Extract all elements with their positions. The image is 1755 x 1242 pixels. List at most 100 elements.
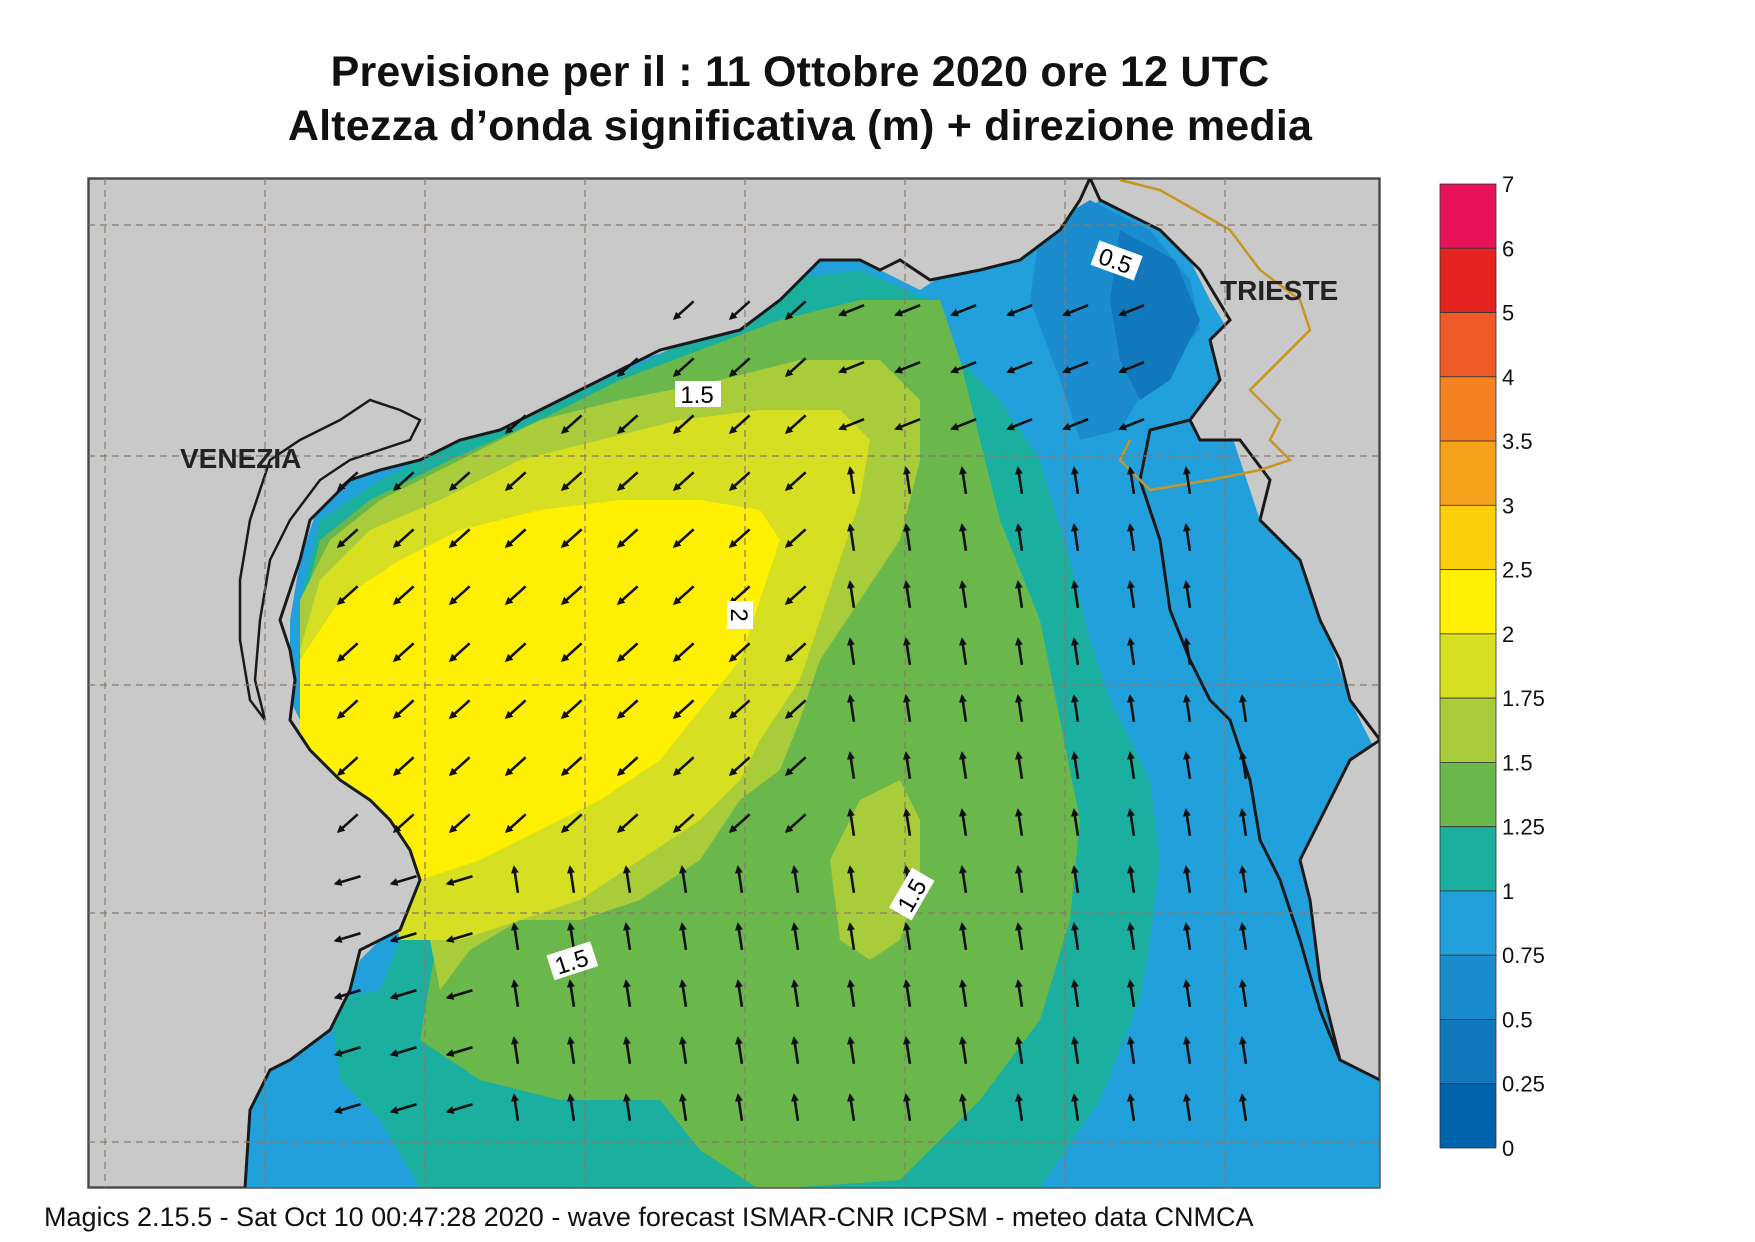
- wave-direction-arrow: [784, 642, 807, 663]
- wave-direction-arrow: [389, 1103, 417, 1114]
- wave-direction-arrow: [1015, 523, 1024, 552]
- color-scale-swatch: [1439, 183, 1497, 249]
- wave-direction-arrow: [333, 932, 361, 943]
- wave-direction-arrow: [959, 580, 968, 609]
- wave-direction-arrow: [735, 979, 744, 1008]
- color-scale-tick-label: 0.25: [1502, 1072, 1545, 1097]
- color-scale-tick-label: 0.75: [1502, 943, 1545, 968]
- wave-direction-arrow: [445, 932, 473, 943]
- wave-direction-arrow: [616, 813, 639, 834]
- wave-direction-arrow: [333, 989, 361, 1000]
- wave-direction-arrow: [847, 922, 856, 951]
- wave-direction-arrow: [847, 1093, 856, 1122]
- wave-direction-arrow: [847, 580, 856, 609]
- wave-direction-arrow: [1183, 694, 1192, 723]
- wave-direction-arrow: [1127, 523, 1136, 552]
- land-south-east: [1298, 738, 1380, 1082]
- wave-direction-arrow: [950, 417, 977, 431]
- color-scale-swatch: [1439, 247, 1497, 313]
- wave-direction-arrow: [1015, 865, 1024, 894]
- wave-direction-arrow: [847, 751, 856, 780]
- wave-direction-arrow: [448, 813, 471, 834]
- forecast-title: Previsione per il : 11 Ottobre 2020 ore …: [330, 48, 1270, 96]
- wave-direction-arrow: [1062, 417, 1089, 431]
- wave-direction-arrow: [784, 414, 807, 435]
- wave-direction-arrow: [560, 528, 583, 549]
- color-scale-swatch: [1439, 504, 1497, 571]
- wave-direction-arrow: [1071, 922, 1080, 951]
- color-scale-tick-label: 4: [1502, 365, 1514, 390]
- wave-direction-arrow: [560, 642, 583, 663]
- color-scale-swatch: [1439, 826, 1497, 892]
- variable-subtitle: Altezza d’onda significativa (m) + direz…: [287, 102, 1313, 150]
- wave-direction-arrow: [679, 1036, 688, 1065]
- wave-direction-arrow: [728, 528, 751, 549]
- wave-direction-arrow: [903, 979, 912, 1008]
- wave-direction-arrow: [1127, 1036, 1136, 1065]
- sea-2-2.5: [300, 500, 780, 890]
- wave-direction-arrow: [567, 865, 576, 894]
- wave-direction-arrow: [672, 756, 695, 777]
- wave-direction-arrow: [616, 642, 639, 663]
- wave-direction-arrow: [392, 528, 415, 549]
- wave-direction-arrow: [959, 808, 968, 837]
- color-scale-swatch: [1439, 890, 1497, 956]
- wave-direction-arrow: [389, 989, 417, 1000]
- wave-direction-arrow: [728, 699, 751, 720]
- wave-direction-arrow: [728, 585, 751, 606]
- wave-direction-arrow: [1183, 865, 1192, 894]
- wave-direction-arrow: [1015, 808, 1024, 837]
- wave-direction-arrow: [894, 360, 921, 374]
- wave-direction-arrow: [567, 922, 576, 951]
- wave-direction-arrow: [1015, 580, 1024, 609]
- wave-direction-arrow: [784, 300, 807, 321]
- wave-direction-arrow: [389, 932, 417, 943]
- wave-direction-arrow: [959, 466, 968, 495]
- wave-direction-arrow: [1183, 1093, 1192, 1122]
- state-border: [1118, 178, 1312, 492]
- color-scale-swatch: [1439, 312, 1497, 378]
- wave-direction-arrow: [959, 637, 968, 666]
- wave-direction-arrow: [1183, 808, 1192, 837]
- wave-direction-arrow: [1127, 637, 1136, 666]
- wave-direction-arrow: [903, 808, 912, 837]
- wave-direction-arrow: [1183, 523, 1192, 552]
- wave-direction-arrow: [389, 875, 417, 886]
- wave-direction-arrow: [623, 865, 632, 894]
- wave-direction-arrow: [903, 466, 912, 495]
- color-scale-swatch: [1439, 440, 1497, 506]
- wave-direction-arrow: [1127, 922, 1136, 951]
- wave-direction-arrow: [1015, 922, 1024, 951]
- wave-direction-arrow: [1183, 637, 1192, 666]
- wave-direction-arrow: [336, 756, 359, 777]
- wave-direction-arrow: [511, 1036, 520, 1065]
- wave-direction-arrow: [392, 642, 415, 663]
- wave-direction-arrow: [847, 694, 856, 723]
- wave-direction-arrow: [336, 813, 359, 834]
- wave-direction-arrow: [672, 471, 695, 492]
- wave-direction-arrow: [1071, 808, 1080, 837]
- wave-direction-arrow: [336, 642, 359, 663]
- wave-direction-arrow: [1071, 523, 1080, 552]
- wave-direction-arrow: [616, 528, 639, 549]
- wave-direction-arrow: [903, 922, 912, 951]
- wave-direction-arrow: [1015, 1036, 1024, 1065]
- wave-direction-arrow: [672, 300, 695, 321]
- wave-direction-arrow: [847, 637, 856, 666]
- wave-direction-arrow: [448, 699, 471, 720]
- wave-direction-arrow: [1183, 580, 1192, 609]
- wave-direction-arrow: [504, 585, 527, 606]
- wave-direction-arrow: [1071, 865, 1080, 894]
- wave-direction-arrow: [784, 756, 807, 777]
- wave-direction-arrow: [950, 303, 977, 317]
- color-scale-tick-label: 2.5: [1502, 558, 1533, 583]
- wave-direction-arrow: [672, 585, 695, 606]
- wave-direction-arrow: [445, 875, 473, 886]
- wave-direction-arrow: [511, 922, 520, 951]
- wave-direction-arrow: [1118, 360, 1145, 374]
- wave-direction-arrow: [672, 414, 695, 435]
- wave-direction-arrow: [333, 1103, 361, 1114]
- wave-direction-arrow: [1239, 865, 1248, 894]
- lagoon-venice: [238, 398, 422, 721]
- wave-direction-arrow: [959, 523, 968, 552]
